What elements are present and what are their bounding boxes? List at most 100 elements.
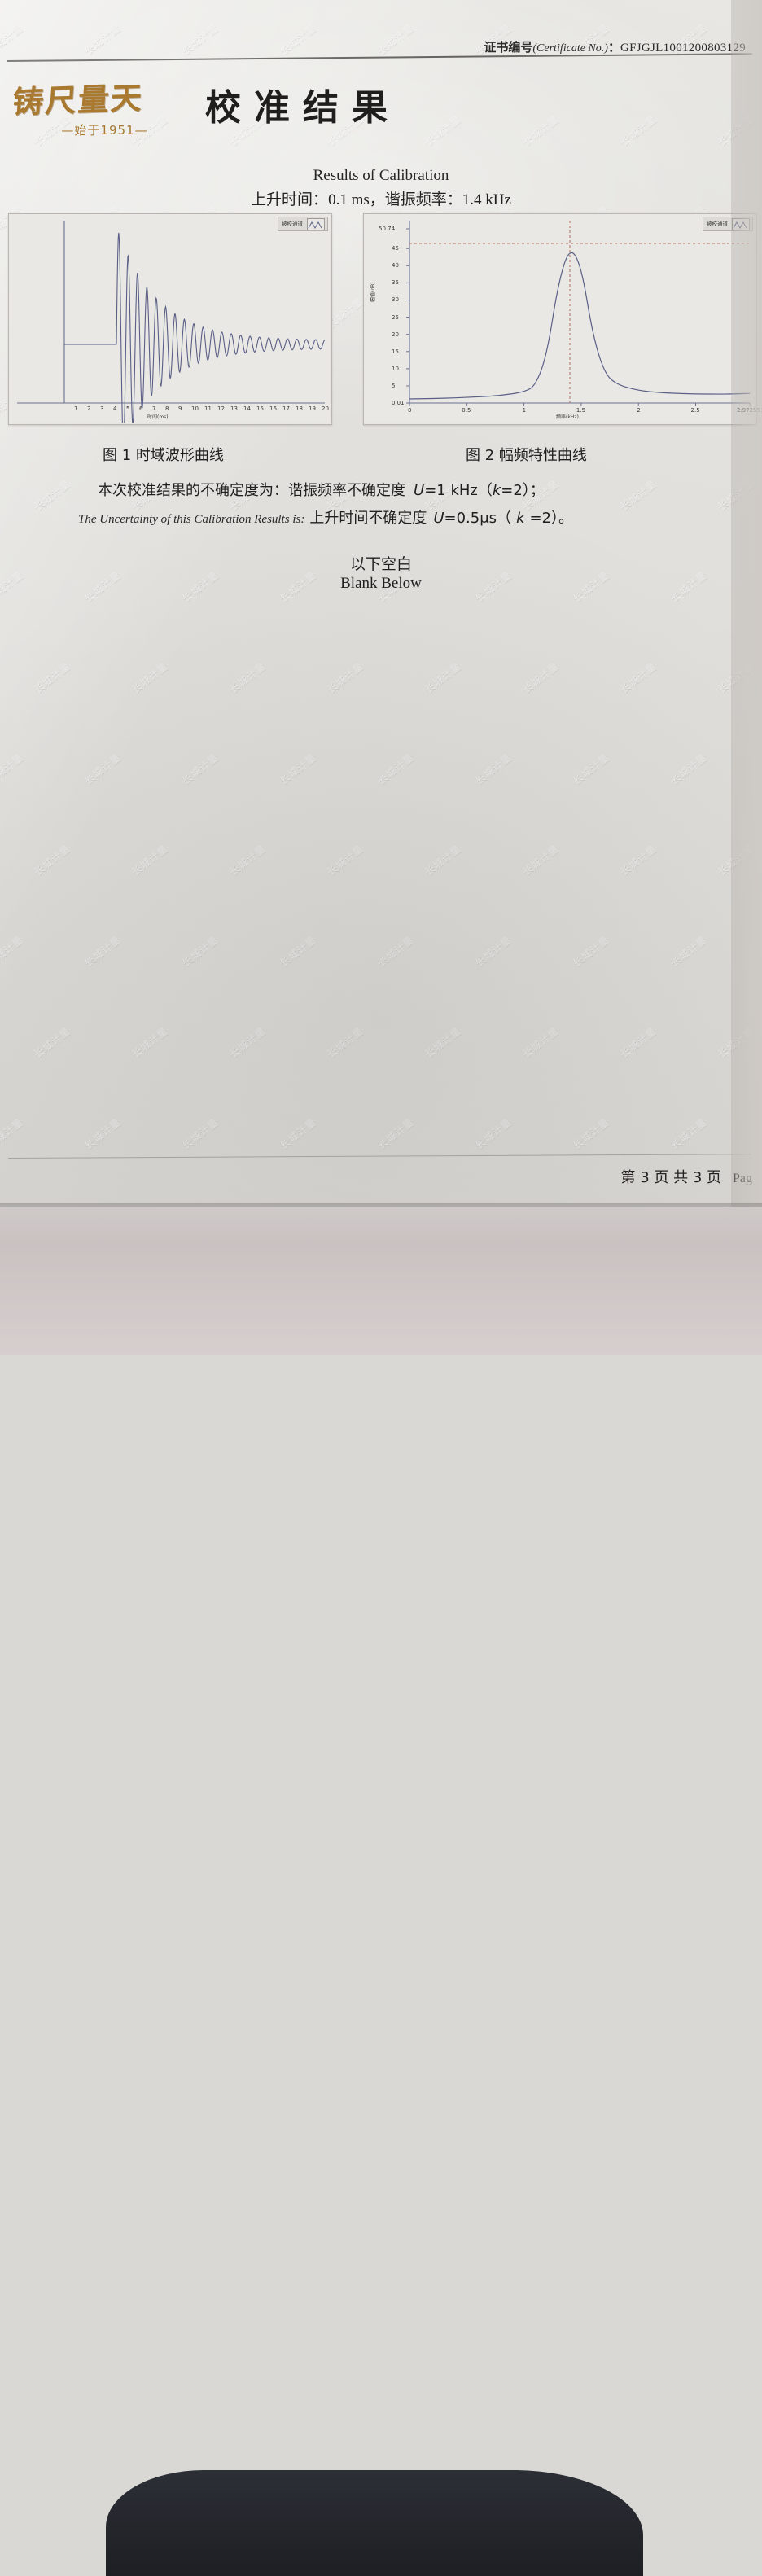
chart2-y-tick: 40 [392, 262, 399, 269]
watermark-text: 长城计量 [180, 1116, 221, 1152]
chart2-y-tick: 20 [392, 331, 399, 338]
uncertainty-line-2: The Uncertainty of this Calibration Resu… [78, 506, 697, 528]
chart1-x-axis-title: 时间(ms) [147, 414, 169, 420]
chart1-x-tick: 11 [204, 405, 212, 412]
chart1-x-tick: 8 [165, 405, 169, 412]
chart2-legend-label: 被校通道 [707, 221, 728, 227]
watermark-text: 长城计量 [618, 113, 659, 149]
chart1-x-tick: 19 [309, 405, 316, 412]
page-title: 校准结果 [205, 87, 401, 129]
chart-time-domain: 被校通道 1 2 3 4 5 6 7 8 9 10 11 12 13 14 15 16 17 18 19 20 时间(… [8, 213, 332, 445]
chart1-x-tick: 20 [322, 405, 329, 412]
uncertainty-intro-cn: 本次校准结果的不确定度为： [98, 482, 288, 499]
resonance-value: 1.4 kHz [462, 191, 511, 208]
watermark-text: 长城计量 [278, 751, 319, 787]
resonance-label: 谐振频率： [384, 191, 462, 208]
chart2-y-axis-title: 幅值(dB) [370, 282, 376, 302]
watermark-text: 长城计量 [618, 1025, 659, 1061]
chart1-x-tick: 4 [113, 405, 117, 412]
watermark-text: 长城计量 [129, 660, 171, 696]
chart2-x-tick: 2 [637, 407, 641, 414]
watermark-text: 长城计量 [129, 843, 171, 878]
paper-right-edge [731, 0, 762, 1221]
chart1-x-tick: 16 [269, 405, 277, 412]
chart1-x-tick: 3 [100, 405, 104, 412]
watermark-text: 长城计量 [82, 22, 124, 58]
watermark-text: 长城计量 [278, 934, 319, 970]
watermark-text: 长城计量 [227, 660, 269, 696]
chart2-x-tick: 0 [408, 407, 412, 414]
chart2-x-tick: 1.5 [576, 407, 586, 414]
figure-2-caption: 图 2 幅频特性曲线 [466, 447, 587, 464]
watermark-text: 长城计量 [668, 1116, 710, 1152]
watermark-text: 长城计量 [571, 751, 612, 787]
summary-separator: ， [369, 191, 385, 208]
header-divider [6, 53, 752, 62]
certificate-label-en: (Certificate No.) [532, 42, 608, 55]
chart1-x-tick: 7 [152, 405, 156, 412]
logo-since-text: —始于1951— [61, 123, 148, 138]
watermark-text: 长城计量 [82, 1116, 124, 1152]
watermark-text: 长城计量 [325, 843, 366, 878]
uncertainty-tail-2: =2）。 [529, 510, 574, 527]
chart-amplitude-frequency-svg [364, 214, 755, 423]
rise-time-value: 0.1 ms [328, 191, 370, 208]
uncertainty-tail-1: =2）； [501, 482, 545, 499]
watermark-text: 长城计量 [180, 751, 221, 787]
certificate-colon: ： [607, 40, 620, 55]
photographer-knee [106, 2470, 643, 2576]
watermark-text: 长城计量 [668, 751, 710, 787]
watermark-text: 长城计量 [0, 22, 26, 58]
rise-time-label: 上升时间： [251, 191, 329, 208]
chart1-x-tick: 10 [191, 405, 199, 412]
certificate-page: 长城计量 长城计量 长城计量 长城计量 长城计量 长城计量 长城计量 长城计量 长城计量 长城计量… [0, 0, 762, 1221]
watermark-text: 长城计量 [375, 751, 417, 787]
watermark-text: 长城计量 [82, 934, 124, 970]
chart1-x-tick: 15 [256, 405, 264, 412]
watermark-text: 长城计量 [473, 751, 515, 787]
chart-amplitude-frequency: 被校通道 0.01 5 10 15 20 25 30 35 40 45 50.74 0 0.5 1 1.5… [363, 213, 762, 425]
watermark-text: 长城计量 [0, 1116, 26, 1152]
watermark-text: 长城计量 [227, 1025, 269, 1061]
chart1-x-tick: 12 [217, 405, 225, 412]
uncertainty-intro-en: The Uncertainty of this Calibration Resu… [78, 513, 305, 526]
page-title-en: Results of Calibration [313, 167, 449, 184]
watermark-text: 长城计量 [82, 751, 124, 787]
chart2-y-tick: 10 [392, 365, 399, 372]
watermark-text: 长城计量 [423, 843, 464, 878]
certificate-label-cn: 证书编号 [484, 40, 533, 55]
uncertainty-symbol-k-1: k [492, 482, 501, 499]
figure-1-caption: 图 1 时域波形曲线 [103, 447, 224, 464]
uncertainty-item-1: 谐振频率不确定度 [288, 482, 405, 499]
logo-mark-text: 铸尺量天 [11, 80, 145, 120]
chart2-x-tick: 2.5 [690, 407, 700, 414]
watermark-text: 长城计量 [375, 1116, 417, 1152]
watermark-text: 长城计量 [180, 934, 221, 970]
waveform-icon [307, 217, 325, 230]
company-logo: 铸尺量天 —始于1951— [11, 75, 207, 147]
watermark-text: 长城计量 [0, 751, 26, 787]
chart1-x-tick: 18 [296, 405, 303, 412]
uncertainty-item-2: 上升时间不确定度 [309, 510, 427, 527]
watermark-text: 长城计量 [32, 478, 73, 514]
chart2-x-axis-title: 频率(kHz) [556, 414, 579, 420]
watermark-text: 长城计量 [520, 660, 562, 696]
chart1-x-tick: 14 [243, 405, 251, 412]
desk-surface [0, 1207, 762, 2576]
chart2-x-tick: 0.5 [462, 407, 471, 414]
chart2-y-tick: 15 [392, 348, 399, 355]
chart2-y-tick: 45 [392, 245, 399, 252]
chart2-y-tick: 25 [392, 313, 399, 321]
blank-notice-en: Blank Below [340, 575, 422, 592]
chart1-x-tick: 1 [74, 405, 78, 412]
chart1-legend-label: 被校通道 [282, 221, 303, 227]
blank-notice-cn: 以下空白 [349, 555, 412, 573]
uncertainty-symbol-u-2: U [433, 510, 444, 527]
watermark-text: 长城计量 [375, 22, 417, 58]
chart-time-domain-svg [9, 214, 330, 445]
watermark-text: 长城计量 [618, 660, 659, 696]
measurement-summary: 上升时间：0.1 ms，谐振频率：1.4 kHz [0, 187, 762, 209]
chart1-x-tick: 17 [282, 405, 290, 412]
watermark-text: 长城计量 [180, 22, 221, 58]
watermark-text: 长城计量 [32, 1025, 73, 1061]
